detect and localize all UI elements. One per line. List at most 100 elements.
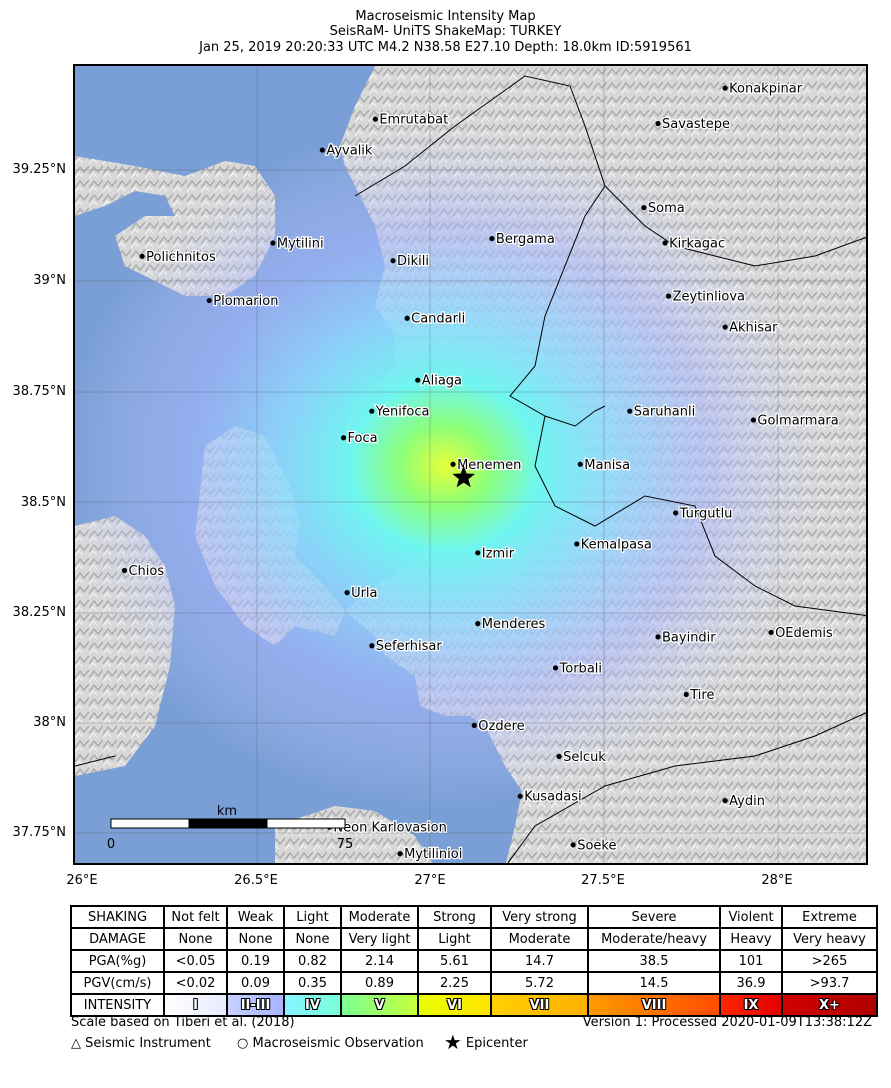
legend-cell: Moderate/heavy xyxy=(587,927,721,951)
city-label: OEdemis xyxy=(775,626,833,641)
city-marker-icon xyxy=(673,510,679,516)
legend-cell: 36.9 xyxy=(719,971,783,995)
city-marker-icon xyxy=(206,297,212,304)
legend-cell: 38.5 xyxy=(587,949,721,973)
legend-cell: 5.72 xyxy=(490,971,589,995)
x-tick-label: 26.5°E xyxy=(234,873,278,888)
city-marker-icon xyxy=(722,324,728,330)
city-label: Zeytinliova xyxy=(673,290,745,305)
legend-cell: Light xyxy=(417,927,492,951)
city-marker-icon xyxy=(369,643,375,649)
city-marker-icon xyxy=(722,85,728,91)
city-marker-icon xyxy=(369,408,375,414)
legend-cell: Extreme xyxy=(781,905,878,929)
intensity-map[interactable]: Konakpinar Savastepe Emrutabat Ayvalik Soma B… xyxy=(73,64,868,865)
y-tick-label: 38°N xyxy=(33,715,66,730)
intensity-swatch: X+ xyxy=(781,993,878,1017)
city-label: Akhisar xyxy=(729,321,778,336)
legend-cell: <0.02 xyxy=(163,971,228,995)
city-label: Soma xyxy=(648,201,685,216)
y-tick-label: 38.75°N xyxy=(12,384,66,399)
city-label: Aliaga xyxy=(422,374,462,389)
city-marker-icon xyxy=(489,235,495,242)
legend-cell: Not felt xyxy=(163,905,228,929)
legend-cell: 2.14 xyxy=(340,949,419,973)
city-label: Bayindir xyxy=(662,630,716,645)
legend-cell: Moderate xyxy=(340,905,419,929)
y-tick-label: 38.5°N xyxy=(20,495,66,510)
legend-cell: Severe xyxy=(587,905,721,929)
scale-bar: km 0 75 xyxy=(107,804,353,852)
city-label: Neon Karlovasion xyxy=(333,821,446,836)
legend-row: DAMAGE None None None Very light Light Moderat… xyxy=(70,927,878,951)
city-label: Tire xyxy=(689,688,714,703)
city-label: Torbali xyxy=(559,661,602,676)
city-marker-icon xyxy=(397,851,403,857)
intensity-swatch: I xyxy=(163,993,228,1017)
city-label: Kusadasi xyxy=(524,790,581,805)
legend-cell: Very heavy xyxy=(781,927,878,951)
city-marker-icon xyxy=(662,240,668,246)
city-marker-icon xyxy=(517,793,523,799)
city-marker-icon xyxy=(570,842,576,848)
y-tick-label: 37.75°N xyxy=(12,825,66,840)
legend-cell: 101 xyxy=(719,949,783,973)
city-label: Saruhanli xyxy=(634,405,695,420)
x-tick-label: 28°E xyxy=(761,873,793,888)
seismic-instrument-label: Seismic Instrument xyxy=(85,1036,211,1051)
city-label: Seferhisar xyxy=(376,639,443,654)
city-label: Kemalpasa xyxy=(581,537,652,552)
city-label: Emrutabat xyxy=(379,113,448,128)
epicenter-label: Epicenter xyxy=(465,1036,528,1051)
legend-cell: Weak xyxy=(226,905,285,929)
map-subtitle: SeisRaM- UniTS ShakeMap: TURKEY xyxy=(329,24,562,39)
epicenter-star-icon xyxy=(452,465,476,488)
city-marker-icon xyxy=(319,147,325,153)
intensity-swatch: VI xyxy=(417,993,492,1017)
legend-row: PGV(cm/s) <0.02 0.09 0.35 0.89 2.25 5.72 14.5 36… xyxy=(70,971,878,995)
legend-cell: 2.25 xyxy=(417,971,492,995)
legend-cell: Strong xyxy=(417,905,492,929)
map-title: Macroseismic Intensity Map xyxy=(355,9,536,24)
city-marker-icon xyxy=(270,240,276,246)
scale-bar-end: 75 xyxy=(337,837,354,852)
city-marker-icon xyxy=(655,634,661,640)
city-marker-icon xyxy=(475,550,481,556)
city-marker-icon xyxy=(372,116,378,122)
city-label: Izmir xyxy=(482,546,515,561)
legend-cell: Moderate xyxy=(490,927,589,951)
intensity-swatch: IX xyxy=(719,993,783,1017)
intensity-swatch: VIII xyxy=(587,993,721,1017)
legend-cell: 0.09 xyxy=(226,971,285,995)
intensity-swatch: IV xyxy=(283,993,342,1017)
legend-row-label: PGA(%g) xyxy=(70,949,165,973)
city-label: Menemen xyxy=(457,458,521,473)
city-label: Chios xyxy=(128,564,164,579)
city-label: Plomarion xyxy=(213,294,278,309)
legend-cell: 0.35 xyxy=(283,971,342,995)
city-label: Golmarmara xyxy=(757,414,838,429)
star-icon: ★ xyxy=(443,1030,462,1054)
legend-cell: Light xyxy=(283,905,342,929)
city-label: Candarli xyxy=(411,312,465,327)
city-label: Savastepe xyxy=(662,117,730,132)
city-marker-icon xyxy=(344,590,350,596)
intensity-swatch: II-III xyxy=(226,993,285,1017)
city-marker-icon xyxy=(750,417,757,423)
y-tick-label: 38.25°N xyxy=(12,605,66,620)
city-marker-icon xyxy=(340,435,347,441)
legend-cell: <0.05 xyxy=(163,949,228,973)
city-marker-icon xyxy=(390,258,396,264)
legend-cell: None xyxy=(163,927,228,951)
city-marker-icon xyxy=(722,798,728,804)
province-borders xyxy=(75,75,866,863)
intensity-swatch: VII xyxy=(490,993,589,1017)
legend-row-label: SHAKING xyxy=(70,905,165,929)
scale-note: Scale based on Tiberi et al. (2018) xyxy=(71,1015,295,1030)
city-marker-icon xyxy=(641,205,647,211)
city-label: Soeke xyxy=(577,838,616,853)
triangle-icon: △ xyxy=(71,1036,81,1051)
city-label: Mytilinioi xyxy=(404,847,462,862)
intensity-row-label: INTENSITY xyxy=(70,993,165,1017)
city-label: Ayvalik xyxy=(326,144,373,159)
